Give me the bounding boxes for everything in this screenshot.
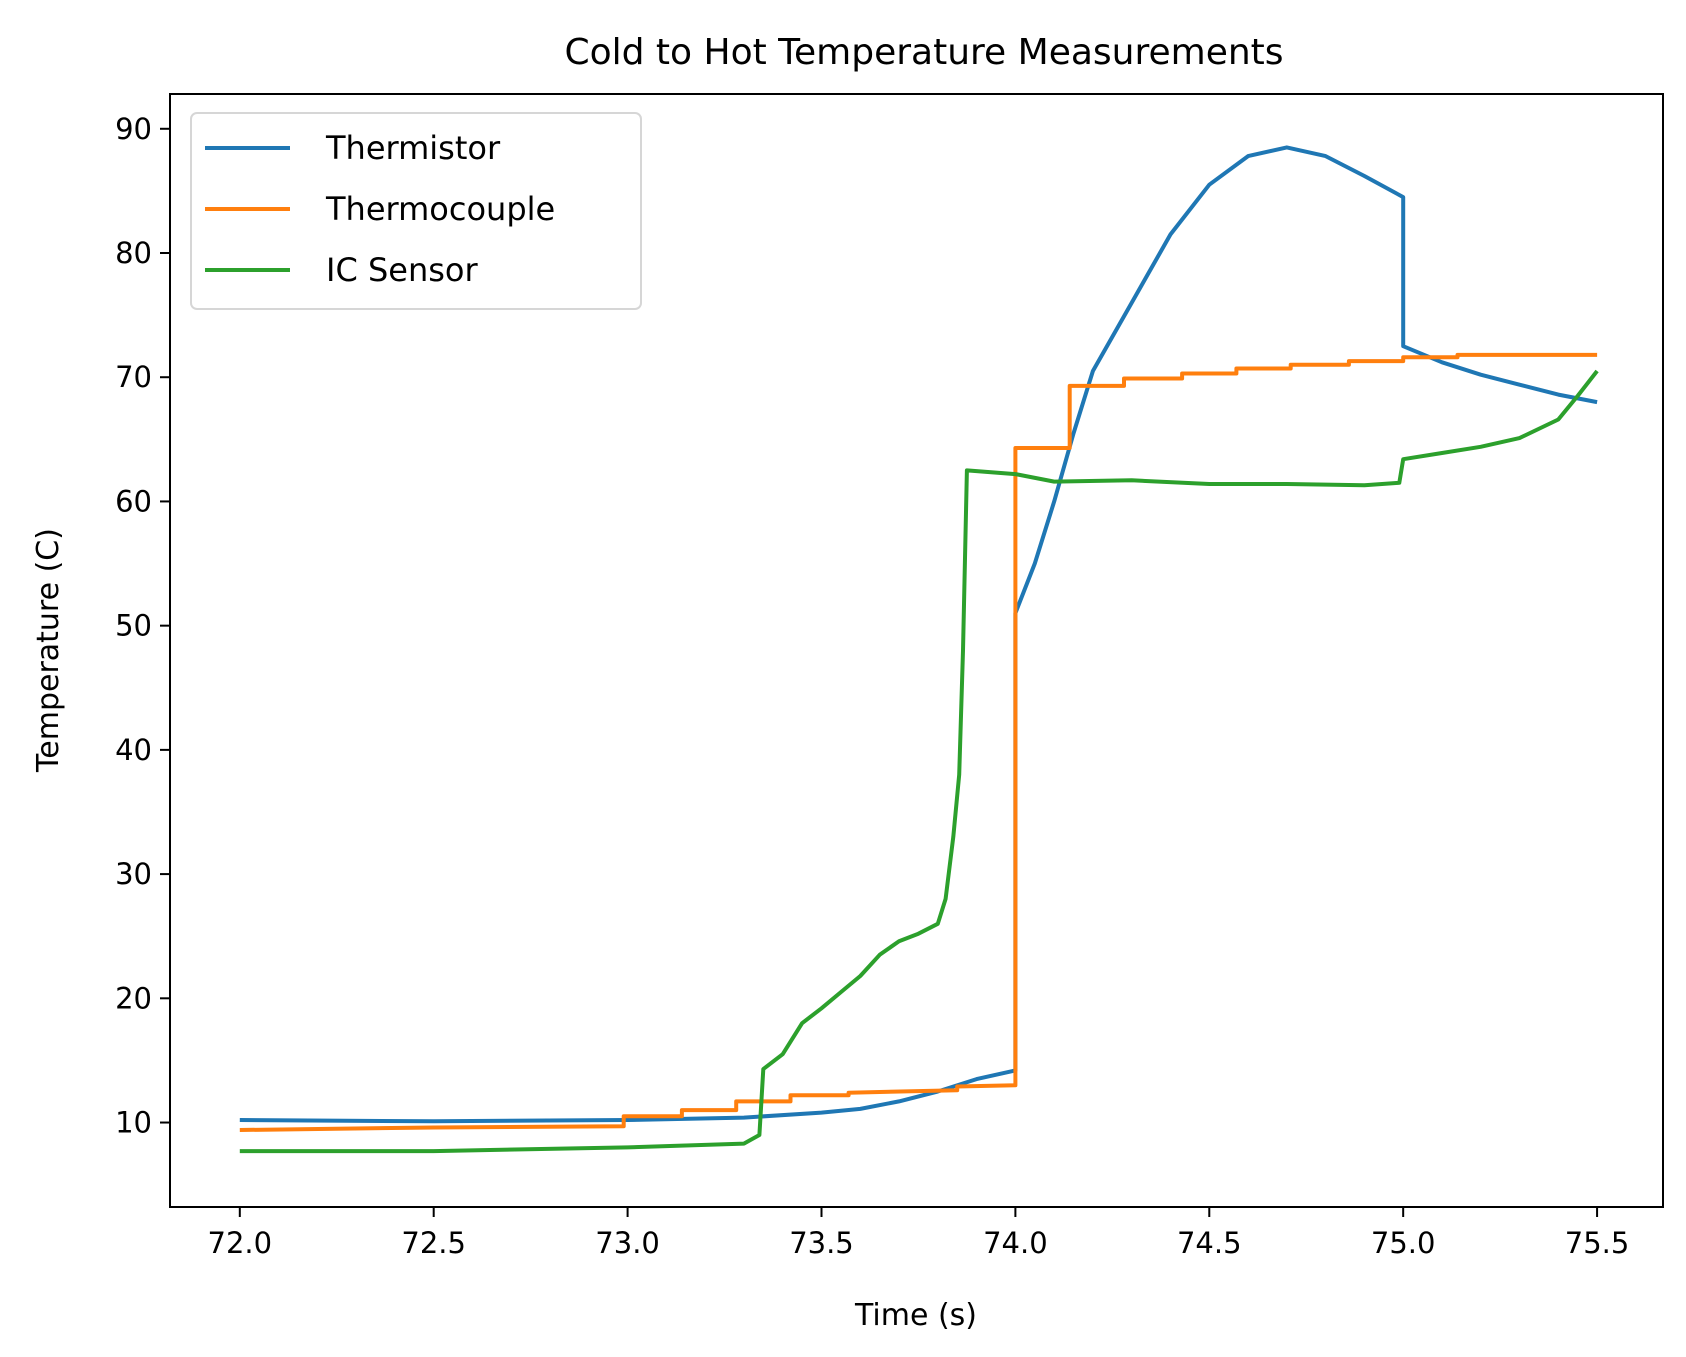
x-tick-label: 72.5	[401, 1226, 466, 1260]
series-line-thermocouple	[239, 352, 1598, 1132]
series-line-thermistor	[239, 145, 1598, 1124]
y-tick-label: 20	[115, 981, 152, 1015]
x-axis-label: Time (s)	[854, 1298, 977, 1333]
chart-title: Cold to Hot Temperature Measurements	[564, 32, 1283, 73]
y-tick-label: 70	[115, 360, 152, 394]
x-tick-label: 72.0	[208, 1226, 273, 1260]
x-tick-label: 73.0	[595, 1226, 660, 1260]
y-axis-label: Temperature (C)	[31, 528, 66, 773]
x-tick-label: 75.0	[1371, 1226, 1436, 1260]
y-tick-label: 10	[115, 1106, 152, 1140]
y-tick-label: 40	[115, 733, 152, 767]
legend-box	[190, 112, 642, 310]
x-tick-label: 75.5	[1565, 1226, 1630, 1260]
plot-series	[239, 145, 1599, 1154]
x-tick-label: 74.5	[1177, 1226, 1242, 1260]
legend-label: Thermistor	[325, 129, 501, 167]
y-tick-label: 80	[115, 236, 152, 270]
x-tick-label: 73.5	[789, 1226, 854, 1260]
legend-label: IC Sensor	[326, 251, 478, 289]
plot-frame	[169, 93, 1664, 1208]
series-line-ic-sensor	[239, 369, 1599, 1154]
x-axis: 72.0 72.5 73.0 73.5 74.0 74.5 75.0 75.5	[208, 1207, 1630, 1260]
y-axis: 10 20 30 40 50 60 70 80 90	[115, 112, 170, 1140]
legend-label: Thermocouple	[325, 190, 555, 228]
y-tick-label: 50	[115, 609, 152, 643]
x-tick-label: 74.0	[983, 1226, 1048, 1260]
legend: Thermistor Thermocouple IC Sensor	[190, 112, 642, 310]
y-tick-label: 30	[115, 857, 152, 891]
y-tick-label: 60	[115, 484, 152, 518]
y-tick-label: 90	[115, 112, 152, 146]
